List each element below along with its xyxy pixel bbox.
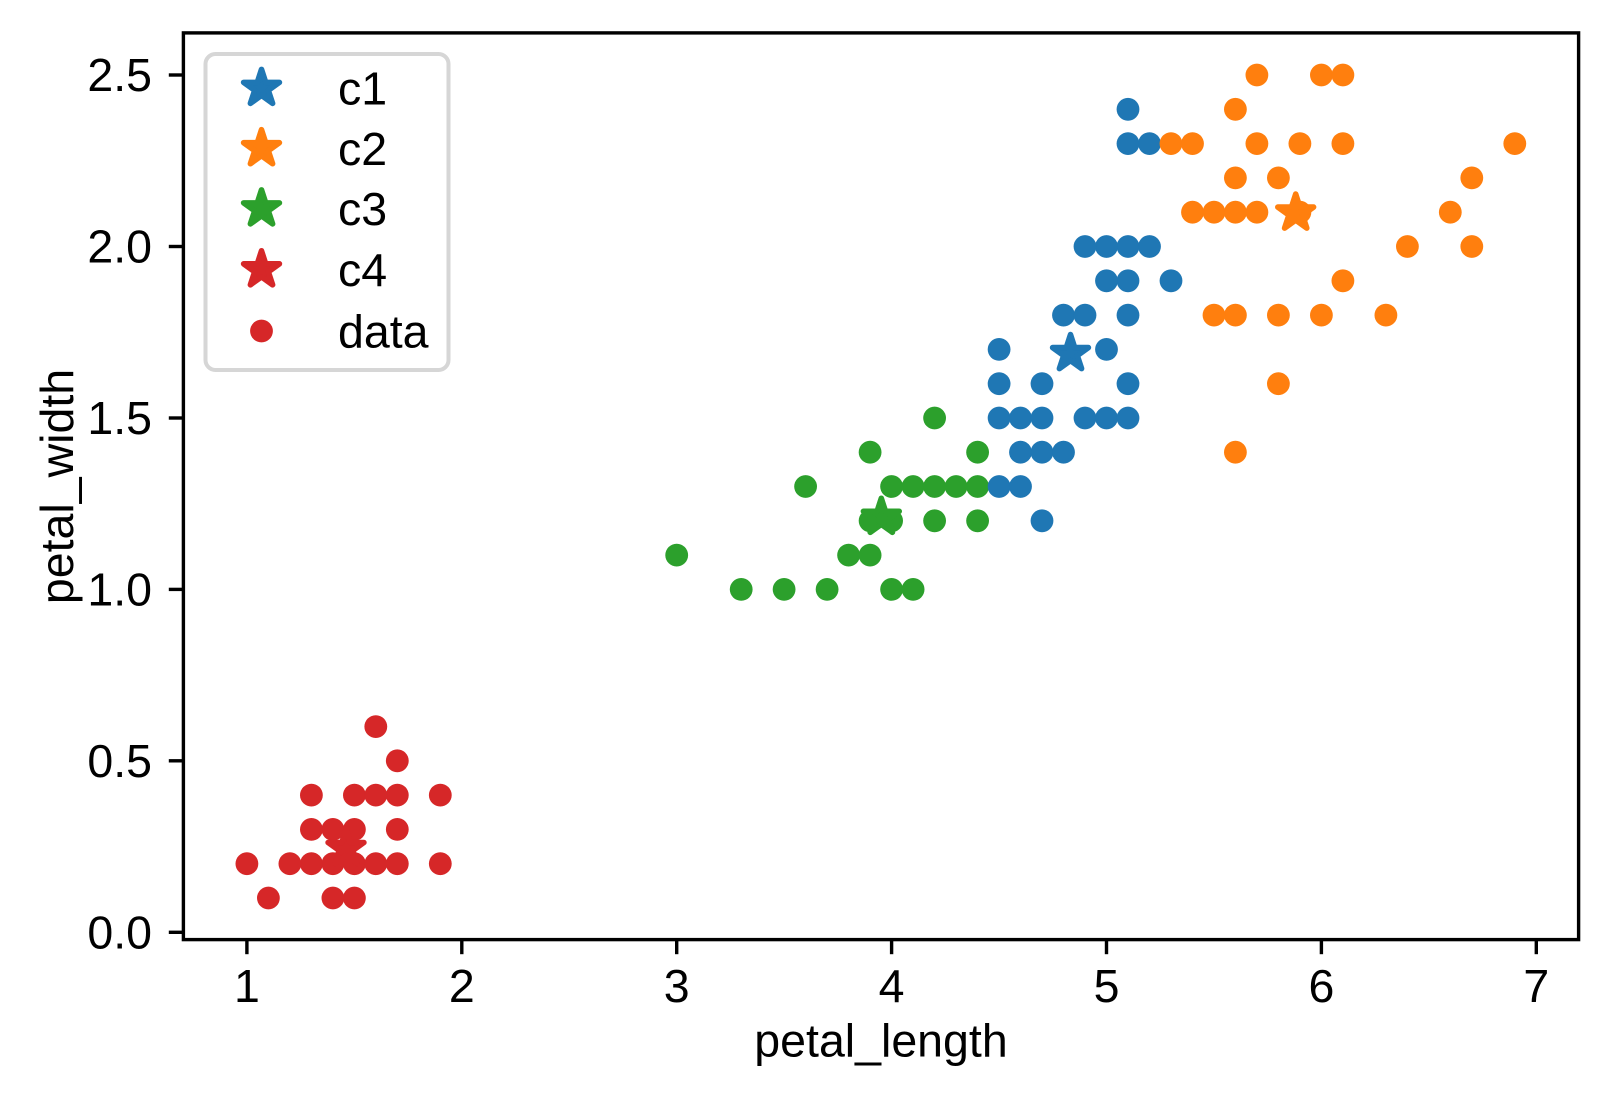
- svg-text:2.0: 2.0: [87, 221, 152, 273]
- svg-text:0.0: 0.0: [87, 906, 152, 958]
- svg-text:1.0: 1.0: [87, 563, 152, 615]
- svg-text:c3: c3: [338, 183, 387, 235]
- svg-text:1: 1: [234, 960, 260, 1012]
- svg-text:c4: c4: [338, 244, 387, 296]
- svg-text:2: 2: [449, 960, 475, 1012]
- svg-text:1.5: 1.5: [87, 392, 152, 444]
- svg-text:0.5: 0.5: [87, 735, 152, 787]
- svg-text:4: 4: [879, 960, 905, 1012]
- svg-text:petal_width: petal_width: [31, 369, 83, 604]
- svg-text:2.5: 2.5: [87, 49, 152, 101]
- svg-text:7: 7: [1523, 960, 1549, 1012]
- svg-text:3: 3: [664, 960, 690, 1012]
- svg-text:c1: c1: [338, 63, 387, 115]
- svg-text:5: 5: [1094, 960, 1120, 1012]
- svg-text:data: data: [338, 306, 429, 358]
- svg-text:c2: c2: [338, 123, 387, 175]
- svg-text:petal_length: petal_length: [754, 1015, 1007, 1067]
- svg-text:6: 6: [1308, 960, 1334, 1012]
